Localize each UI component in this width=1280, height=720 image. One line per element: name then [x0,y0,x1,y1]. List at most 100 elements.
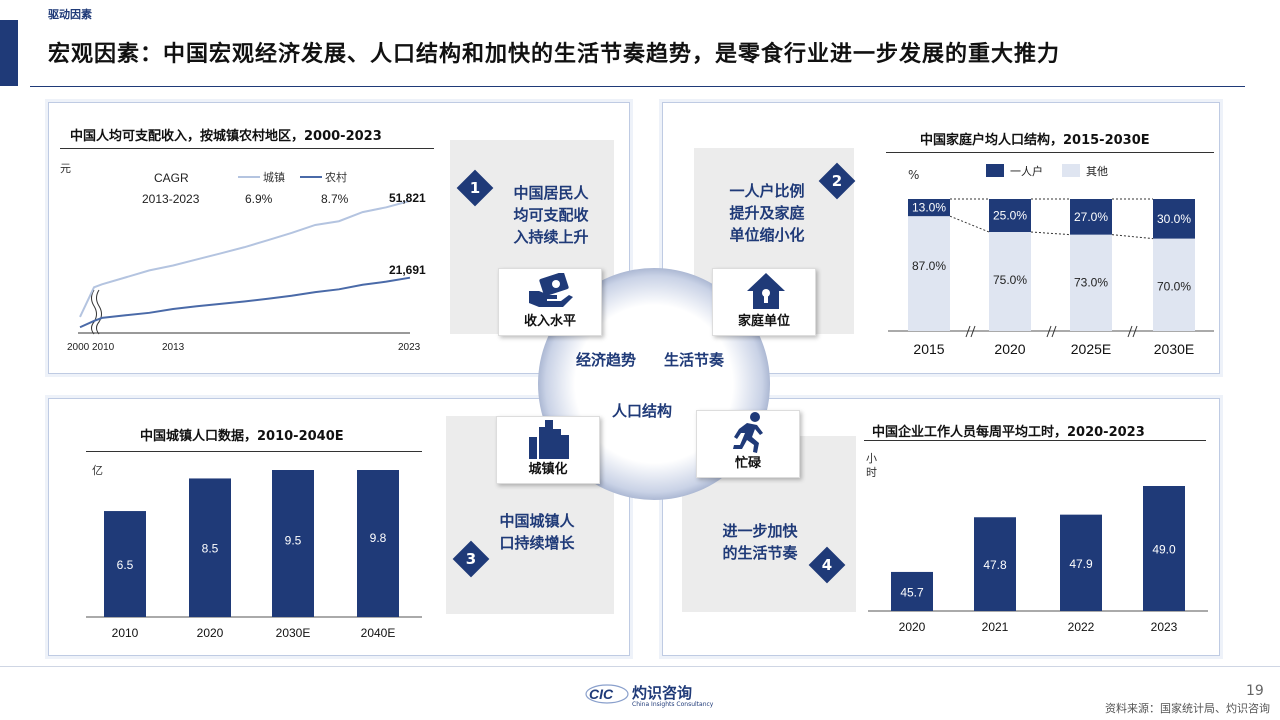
x-tick-label: 2030E [1154,341,1194,357]
bar-other [989,232,1031,331]
cagr-rural-value: 8.7% [321,192,349,206]
icon-card-busy: 忙碌 [696,410,800,478]
factor-3-text: 中国城镇人 口持续增长 [499,512,575,552]
x-tick-label: 2020 [994,341,1025,357]
bar-value-label: 47.8 [983,558,1007,572]
connector-line [949,215,990,233]
title-divider [30,86,1245,87]
bar-other [1153,238,1195,331]
center-label-population: 人口结构 [612,402,673,420]
bar-label-one-person: 25.0% [993,209,1027,223]
bar-one-person [1153,199,1195,239]
icon-card-household: 家庭单位 [712,268,816,336]
x-tick-label: 2023 [1151,620,1178,634]
x-tick-label: 2025E [1071,341,1111,357]
city-buildings-icon [529,420,569,459]
accent-bar [0,20,18,86]
icon-label-busy: 忙碌 [734,456,761,471]
cagr-title: CAGR [154,171,189,185]
hours-title-rule [864,440,1206,441]
income-unit: 元 [60,162,71,175]
axis-break-mark [965,325,1138,338]
cagr-period: 2013-2023 [142,192,200,206]
icon-label-income: 收入水平 [523,314,576,329]
income-title-rule [60,148,434,149]
bar-one-person [989,199,1031,232]
bar [189,478,231,617]
bar-value-label: 9.8 [370,531,387,545]
icon-card-urbanization: 城镇化 [496,416,600,484]
x-tick-label: 2021 [982,620,1009,634]
household-unit: % [908,168,920,182]
factor-4-number: 4 [821,556,833,574]
urban-unit: 亿 [92,464,103,477]
bar [104,511,146,617]
cic-logo-icon: CIC [585,684,629,704]
running-person-icon [733,412,763,453]
bar-label-other: 75.0% [993,273,1027,287]
x-tick-label: 2000 [67,342,90,353]
bar-one-person [1070,199,1112,235]
bar [1060,514,1102,611]
icon-card-income: 收入水平 [498,268,602,336]
income-line-chart: 城镇 农村 CAGR 2013-2023 6.9% 8.7% 51,821 21… [67,170,426,353]
bar-label-other: 87.0% [912,259,946,273]
hours-unit-1: 小 [866,452,877,465]
urban-chart-title: 中国城镇人口数据，2010-2040E [140,429,344,444]
center-label-pace: 生活节奏 [664,351,725,369]
series-line-urban [79,199,411,318]
bar-label-other: 73.0% [1074,276,1108,290]
hours-unit-2: 时 [866,466,877,479]
legend-rural-label: 农村 [325,170,347,184]
factor-4-text: 进一步加快 的生活节奏 [722,522,798,562]
x-tick-label: 2010 [92,342,115,353]
urban-title-rule [86,451,422,452]
cagr-urban-value: 6.9% [245,192,273,206]
hours-chart-title: 中国企业工作人员每周平均工时，2020-2023 [872,425,1145,440]
urban-population-bar-chart: 6.5 2010 8.5 2020 9.5 2030E 9.8 2040E [86,470,422,640]
bar-one-person [908,199,950,217]
bar-label-other: 70.0% [1157,280,1191,294]
legend-one-person-label: 一人户 [1010,165,1043,178]
bar [891,571,933,611]
center-label-economy: 经济趋势 [576,351,637,369]
bar-other [1070,234,1112,331]
bar [1143,486,1185,611]
bar [357,470,399,617]
income-chart-title: 中国人均可支配收入，按城镇农村地区，2000-2023 [70,129,382,144]
footer-logo: CIC 灼识咨询 China Insights Consultancy [584,682,713,710]
house-icon [747,273,785,309]
page-title: 宏观因素：中国宏观经济发展、人口结构和加快的生活节奏趋势，是零食行业进一步发展的… [48,41,1061,67]
factor-2-number: 2 [831,172,843,190]
bar-label-one-person: 27.0% [1074,210,1108,224]
logo-name: 灼识咨询 [632,684,693,702]
money-hand-icon [529,273,573,307]
x-tick-label: 2040E [361,626,396,640]
source-note: 资料来源：国家统计局、灼识咨询 [1105,702,1270,715]
bar-value-label: 8.5 [202,542,219,556]
x-tick-label: 2013 [162,342,185,353]
icon-label-urbanization: 城镇化 [528,462,568,477]
page-number: 19 [1246,683,1264,699]
bar-value-label: 9.5 [285,534,302,548]
urban-end-label: 51,821 [389,191,426,205]
bar [272,470,314,617]
legend-other-swatch [1062,164,1080,177]
x-tick-label: 2020 [197,626,224,640]
connector-line [1111,234,1154,240]
series-line-rural [79,276,411,329]
bar [974,517,1016,611]
factor-1-number: 1 [469,179,481,197]
bar-label-one-person: 13.0% [912,201,946,215]
factor-3-number: 3 [465,550,477,568]
bar-value-label: 49.0 [1152,543,1176,557]
bar-value-label: 47.9 [1069,557,1093,571]
bar-value-label: 45.7 [900,585,924,599]
x-tick-label: 2023 [398,342,421,353]
bar-other [908,216,950,331]
x-tick-label: 2022 [1068,620,1095,634]
household-stacked-bar-chart: 13.0% 87.0% 2015 25.0% 75.0% 2020 27.0% 73.0% 20… [888,198,1214,357]
x-tick-label: 2010 [112,626,139,640]
icon-label-household: 家庭单位 [737,314,790,329]
x-tick-label: 2020 [899,620,926,634]
